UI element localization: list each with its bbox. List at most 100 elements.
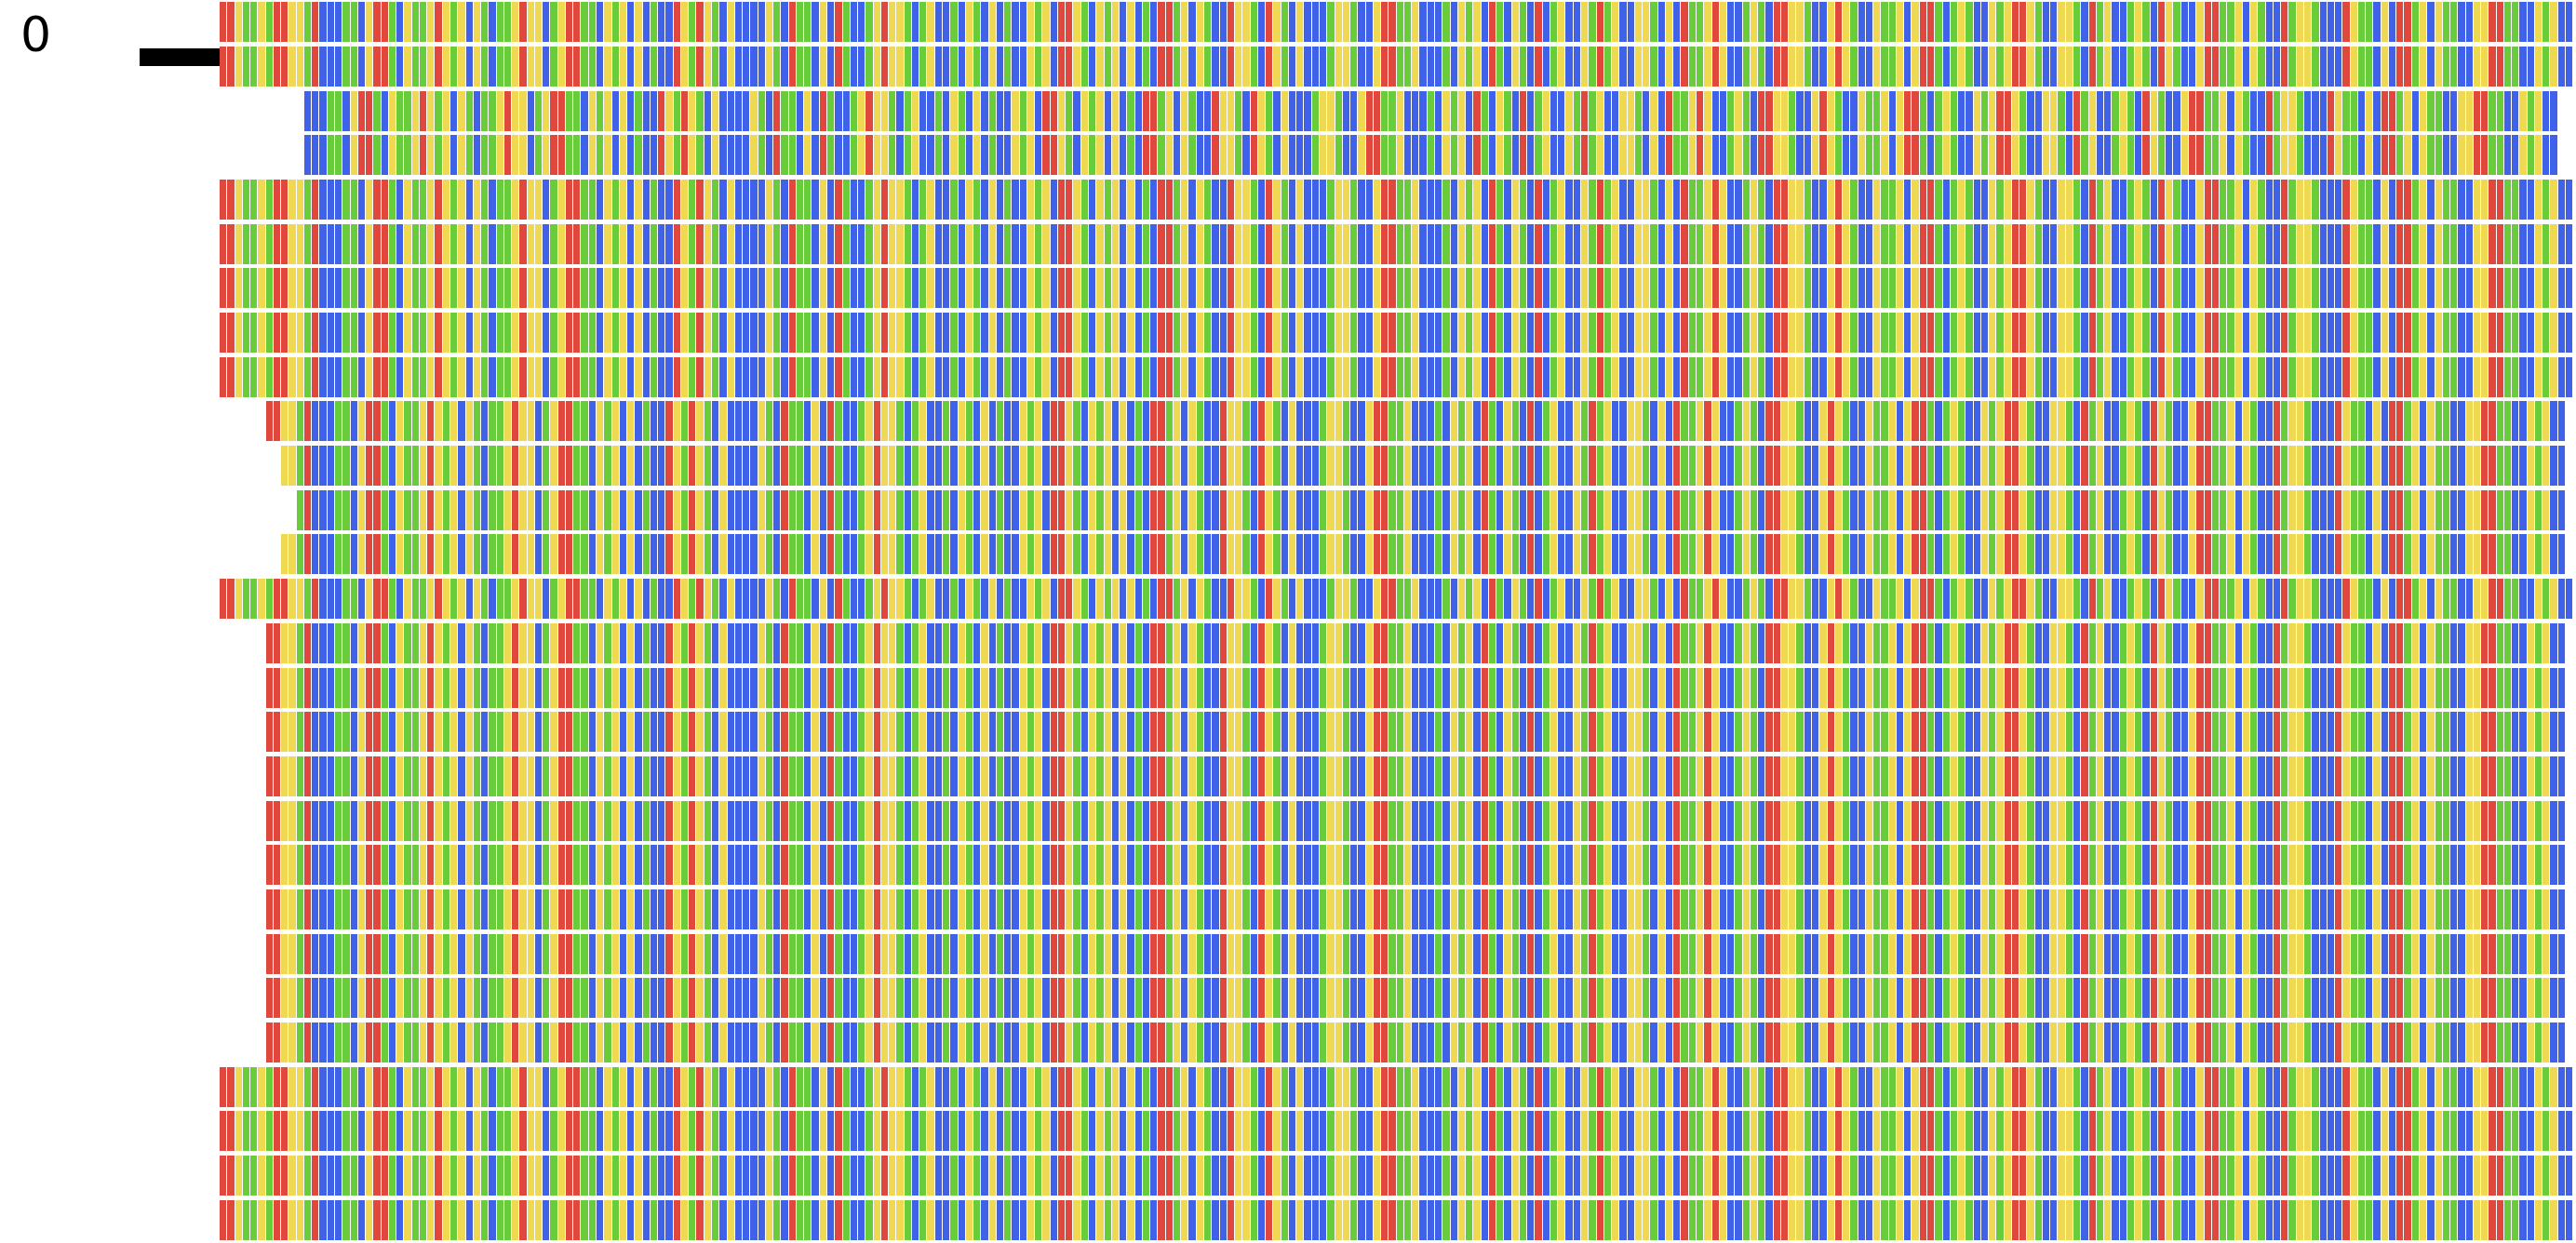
alignment-cell bbox=[2211, 401, 2220, 442]
alignment-cell bbox=[2411, 179, 2420, 220]
alignment-cell bbox=[519, 489, 528, 530]
alignment-cell bbox=[2296, 46, 2304, 87]
alignment-cell bbox=[2104, 90, 2113, 131]
alignment-cell bbox=[1619, 446, 1628, 487]
alignment-cell bbox=[2296, 90, 2304, 131]
alignment-cell bbox=[2427, 268, 2435, 309]
alignment-cell bbox=[1735, 46, 1743, 87]
alignment-cell bbox=[396, 712, 405, 753]
alignment-cell bbox=[919, 667, 928, 708]
alignment-cell bbox=[1442, 179, 1451, 220]
alignment-cell bbox=[1358, 489, 1366, 530]
alignment-cell bbox=[1120, 2, 1128, 43]
alignment-cell bbox=[473, 268, 482, 309]
alignment-cell bbox=[719, 46, 728, 87]
alignment-cell bbox=[265, 223, 274, 264]
alignment-cell bbox=[458, 622, 466, 663]
alignment-cell bbox=[2242, 622, 2251, 663]
alignment-cell bbox=[1442, 46, 1451, 87]
alignment-cell bbox=[1950, 446, 1959, 487]
alignment-cell bbox=[1442, 579, 1451, 620]
alignment-cell bbox=[2119, 46, 2127, 87]
alignment-cell bbox=[1219, 268, 1228, 309]
alignment-cell bbox=[958, 90, 966, 131]
alignment-cell bbox=[2058, 90, 2066, 131]
alignment-cell bbox=[557, 356, 566, 397]
alignment-cell bbox=[2096, 356, 2105, 397]
alignment-cell bbox=[235, 135, 243, 176]
alignment-cell bbox=[250, 135, 259, 176]
alignment-cell bbox=[1319, 313, 1328, 353]
alignment-cell bbox=[835, 489, 843, 530]
alignment-cell bbox=[1581, 446, 1590, 487]
alignment-cell bbox=[2196, 179, 2205, 220]
alignment-cell bbox=[2096, 223, 2105, 264]
alignment-cell bbox=[2042, 135, 2051, 176]
alignment-cell bbox=[1657, 313, 1666, 353]
alignment-cell bbox=[1273, 46, 1281, 87]
alignment-cell bbox=[527, 712, 535, 753]
alignment-cell bbox=[2357, 489, 2367, 530]
alignment-cell bbox=[927, 534, 935, 575]
alignment-cell bbox=[288, 268, 297, 309]
alignment-cell bbox=[2427, 534, 2435, 575]
alignment-cell bbox=[2296, 223, 2304, 264]
alignment-cell bbox=[242, 356, 251, 397]
alignment-cell bbox=[573, 313, 582, 353]
alignment-cell bbox=[2465, 135, 2474, 176]
alignment-cell bbox=[2104, 223, 2113, 264]
alignment-cell bbox=[1057, 446, 1067, 487]
alignment-cell bbox=[1096, 446, 1105, 487]
alignment-cell bbox=[1150, 579, 1159, 620]
alignment-cell bbox=[496, 534, 504, 575]
alignment-cell bbox=[773, 667, 782, 708]
alignment-cell bbox=[2550, 579, 2558, 620]
alignment-cell bbox=[1804, 446, 1812, 487]
alignment-cell bbox=[296, 268, 304, 309]
alignment-cell bbox=[350, 534, 358, 575]
alignment-cell bbox=[2173, 401, 2181, 442]
alignment-cell bbox=[2142, 46, 2151, 87]
alignment-cell bbox=[704, 313, 712, 353]
alignment-cell bbox=[534, 446, 543, 487]
alignment-cell bbox=[2319, 179, 2328, 220]
alignment-cell bbox=[2388, 446, 2397, 487]
alignment-cell bbox=[873, 356, 881, 397]
alignment-heatmap-panel[interactable] bbox=[220, 0, 2576, 1243]
alignment-cell bbox=[1242, 223, 1251, 264]
alignment-cell bbox=[1281, 223, 1289, 264]
alignment-cell bbox=[758, 268, 766, 309]
alignment-cell bbox=[1627, 579, 1635, 620]
alignment-cell bbox=[597, 268, 605, 309]
alignment-cell bbox=[896, 667, 905, 708]
alignment-cell bbox=[1196, 356, 1204, 397]
alignment-cell bbox=[2281, 446, 2289, 487]
alignment-cell bbox=[1181, 401, 1189, 442]
alignment-cell bbox=[1434, 2, 1443, 43]
alignment-cell bbox=[781, 223, 789, 264]
alignment-cell bbox=[1819, 667, 1828, 708]
alignment-cell bbox=[1973, 667, 1981, 708]
alignment-cell bbox=[2150, 179, 2158, 220]
alignment-cell bbox=[2512, 46, 2520, 87]
alignment-cell bbox=[1912, 446, 1920, 487]
alignment-cell bbox=[1073, 223, 1081, 264]
alignment-cell bbox=[889, 46, 897, 87]
alignment-cell bbox=[1688, 313, 1697, 353]
alignment-cell bbox=[1504, 46, 1512, 87]
alignment-cell bbox=[458, 579, 466, 620]
alignment-cell bbox=[704, 2, 712, 43]
alignment-cell bbox=[1627, 356, 1635, 397]
alignment-cell bbox=[2073, 46, 2082, 87]
alignment-cell bbox=[981, 135, 989, 176]
alignment-cell bbox=[673, 667, 681, 708]
alignment-cell bbox=[1134, 534, 1143, 575]
alignment-cell bbox=[2050, 268, 2059, 309]
alignment-cell bbox=[1504, 179, 1512, 220]
alignment-cell bbox=[1904, 2, 1912, 43]
alignment-cell bbox=[658, 356, 666, 397]
alignment-cell bbox=[2273, 579, 2282, 620]
alignment-cell bbox=[1711, 534, 1720, 575]
alignment-cell bbox=[2557, 90, 2567, 131]
alignment-cell bbox=[2404, 667, 2412, 708]
